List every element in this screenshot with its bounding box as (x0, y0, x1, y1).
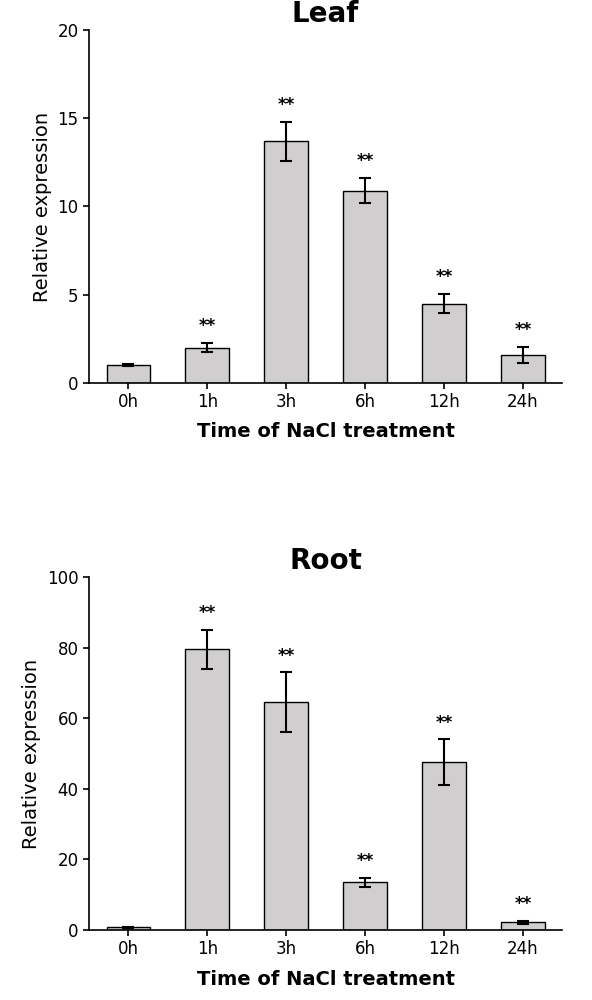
Y-axis label: Relative expression: Relative expression (22, 658, 41, 849)
Text: **: ** (198, 317, 216, 335)
Bar (185, 348, 229, 383)
Bar (501, 355, 545, 383)
Text: **: ** (356, 852, 374, 870)
Bar (343, 882, 387, 930)
Text: **: ** (278, 647, 295, 665)
Bar (422, 762, 466, 930)
Y-axis label: Relative expression: Relative expression (33, 111, 52, 302)
Bar (265, 702, 308, 930)
Text: **: ** (278, 96, 295, 114)
Text: **: ** (356, 152, 374, 170)
Bar (107, 365, 150, 383)
Text: **: ** (198, 604, 216, 622)
Text: **: ** (435, 714, 453, 732)
Bar (422, 304, 466, 383)
Bar (343, 191, 387, 383)
Title: Leaf: Leaf (292, 0, 359, 28)
Text: **: ** (435, 268, 453, 286)
Text: **: ** (514, 895, 532, 913)
X-axis label: Time of NaCl treatment: Time of NaCl treatment (197, 970, 455, 989)
Bar (107, 927, 150, 930)
Text: **: ** (514, 321, 532, 339)
Bar (185, 649, 229, 930)
Bar (265, 141, 308, 383)
Bar (501, 922, 545, 930)
Title: Root: Root (289, 547, 362, 575)
X-axis label: Time of NaCl treatment: Time of NaCl treatment (197, 422, 455, 441)
